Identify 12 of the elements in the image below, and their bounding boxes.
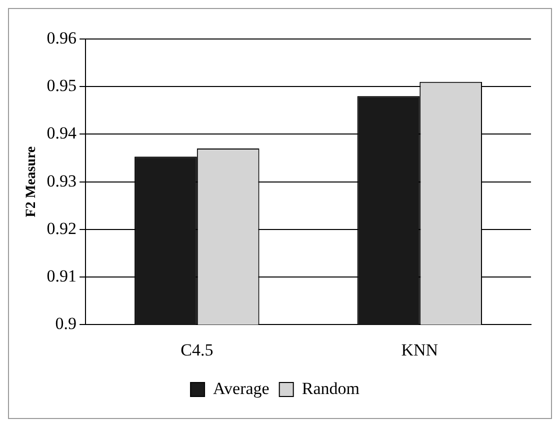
legend-label: Random: [302, 378, 360, 398]
legend-label: Average: [213, 378, 270, 398]
y-tick-label: 0.91: [46, 266, 77, 286]
y-axis-title: F2 Measure: [24, 146, 40, 218]
y-tick-label: 0.96: [46, 28, 77, 48]
y-tick-label: 0.93: [46, 171, 77, 190]
y-tick-label: 0.92: [46, 218, 77, 238]
x-tick-label: C4.5: [180, 340, 214, 360]
y-tick-label: 0.95: [46, 76, 77, 96]
x-tick-label: KNN: [401, 340, 438, 360]
y-tick-label: 0.94: [46, 124, 78, 143]
y-tick-label: 0.9: [55, 314, 77, 334]
